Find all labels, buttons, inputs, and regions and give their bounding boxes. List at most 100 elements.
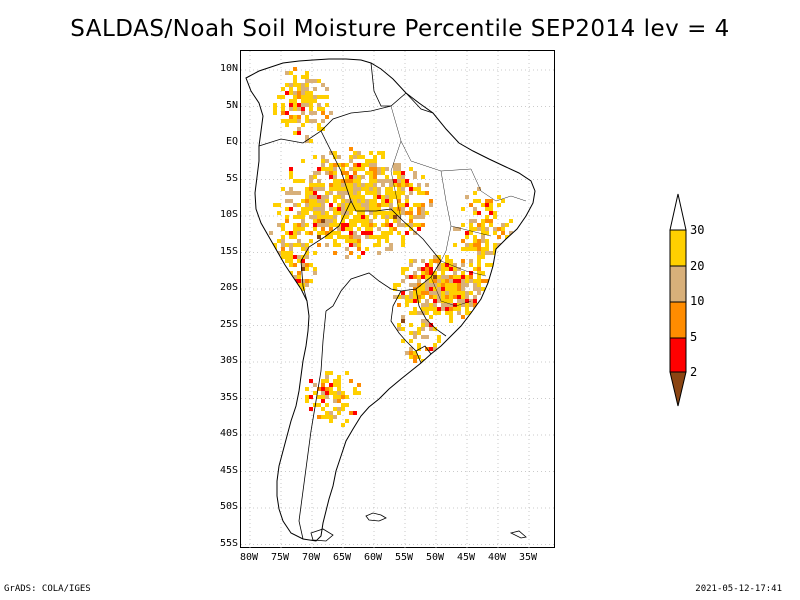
field-cell	[361, 163, 365, 167]
field-cell	[297, 87, 301, 91]
field-cell	[301, 199, 305, 203]
field-cell	[313, 251, 317, 255]
field-cell	[429, 199, 433, 203]
lat-label: 10N	[219, 63, 238, 74]
field-cell	[469, 231, 473, 235]
field-cell	[477, 251, 481, 255]
field-cell	[329, 383, 333, 387]
field-cell	[333, 379, 337, 383]
field-cell	[409, 339, 413, 343]
field-cell	[353, 183, 357, 187]
field-cell	[449, 279, 453, 283]
field-cell	[277, 223, 281, 227]
field-cell	[293, 275, 297, 279]
field-cell	[413, 223, 417, 227]
field-cell	[273, 267, 277, 271]
field-cell	[417, 207, 421, 211]
field-cell	[489, 207, 493, 211]
field-cell	[325, 391, 329, 395]
field-cell	[357, 243, 361, 247]
field-cell	[305, 87, 309, 91]
field-cell	[441, 279, 445, 283]
field-cell	[293, 227, 297, 231]
field-cell	[353, 171, 357, 175]
field-cell	[309, 95, 313, 99]
field-cell	[445, 295, 449, 299]
field-cell	[389, 191, 393, 195]
field-cell	[469, 291, 473, 295]
field-cell	[289, 103, 293, 107]
field-cell	[341, 163, 345, 167]
field-cell	[417, 355, 421, 359]
field-cell	[357, 247, 361, 251]
field-cell	[481, 271, 485, 275]
field-cell	[289, 171, 293, 175]
field-cell	[413, 271, 417, 275]
field-cell	[337, 391, 341, 395]
field-cell	[341, 395, 345, 399]
field-cell	[333, 239, 337, 243]
field-cell	[401, 171, 405, 175]
field-cell	[301, 123, 305, 127]
field-cell	[453, 267, 457, 271]
field-cell	[349, 239, 353, 243]
field-cell	[473, 303, 477, 307]
field-cell	[473, 279, 477, 283]
field-cell	[349, 159, 353, 163]
field-cell	[389, 231, 393, 235]
field-cell	[341, 407, 345, 411]
field-cell	[489, 251, 493, 255]
field-cell	[345, 199, 349, 203]
field-cell	[465, 279, 469, 283]
field-cell	[397, 231, 401, 235]
field-cell	[401, 239, 405, 243]
field-cell	[329, 171, 333, 175]
field-cell	[373, 187, 377, 191]
field-cell	[465, 235, 469, 239]
field-cell	[397, 191, 401, 195]
field-cell	[321, 231, 325, 235]
field-cell	[313, 203, 317, 207]
field-cell	[397, 187, 401, 191]
field-cell	[413, 355, 417, 359]
field-cell	[345, 211, 349, 215]
field-cell	[333, 395, 337, 399]
lat-label: 40S	[219, 428, 238, 439]
field-cell	[333, 231, 337, 235]
field-cell	[321, 199, 325, 203]
field-cell	[305, 75, 309, 79]
field-cell	[421, 283, 425, 287]
field-cell	[289, 91, 293, 95]
field-cell	[361, 167, 365, 171]
field-cell	[333, 215, 337, 219]
field-cell	[321, 395, 325, 399]
lon-label: 75W	[270, 552, 290, 563]
field-cell	[329, 223, 333, 227]
field-cell	[349, 179, 353, 183]
field-cell	[349, 175, 353, 179]
field-cell	[345, 403, 349, 407]
field-cell	[333, 199, 337, 203]
field-cell	[345, 235, 349, 239]
field-cell	[473, 243, 477, 247]
field-cell	[353, 219, 357, 223]
field-cell	[381, 151, 385, 155]
field-cell	[401, 207, 405, 211]
field-cell	[305, 99, 309, 103]
field-cell	[453, 283, 457, 287]
lat-label: 5S	[225, 172, 238, 184]
field-cell	[349, 195, 353, 199]
field-cell	[321, 387, 325, 391]
field-cell	[321, 167, 325, 171]
field-cell	[321, 383, 325, 387]
field-cell	[361, 219, 365, 223]
field-cell	[481, 239, 485, 243]
field-cell	[297, 95, 301, 99]
field-cell	[321, 203, 325, 207]
field-cell	[425, 319, 429, 323]
field-cell	[481, 223, 485, 227]
field-cell	[433, 307, 437, 311]
lon-label: 45W	[456, 552, 476, 563]
field-cell	[505, 247, 509, 251]
field-cell	[309, 195, 313, 199]
